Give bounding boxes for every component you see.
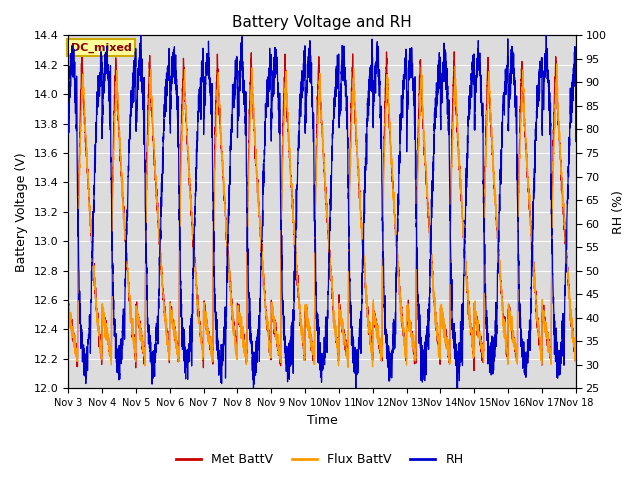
Text: DC_mixed: DC_mixed bbox=[70, 42, 131, 53]
Legend: Met BattV, Flux BattV, RH: Met BattV, Flux BattV, RH bbox=[172, 448, 468, 471]
Y-axis label: RH (%): RH (%) bbox=[612, 190, 625, 234]
Y-axis label: Battery Voltage (V): Battery Voltage (V) bbox=[15, 152, 28, 272]
X-axis label: Time: Time bbox=[307, 414, 337, 427]
Title: Battery Voltage and RH: Battery Voltage and RH bbox=[232, 15, 412, 30]
